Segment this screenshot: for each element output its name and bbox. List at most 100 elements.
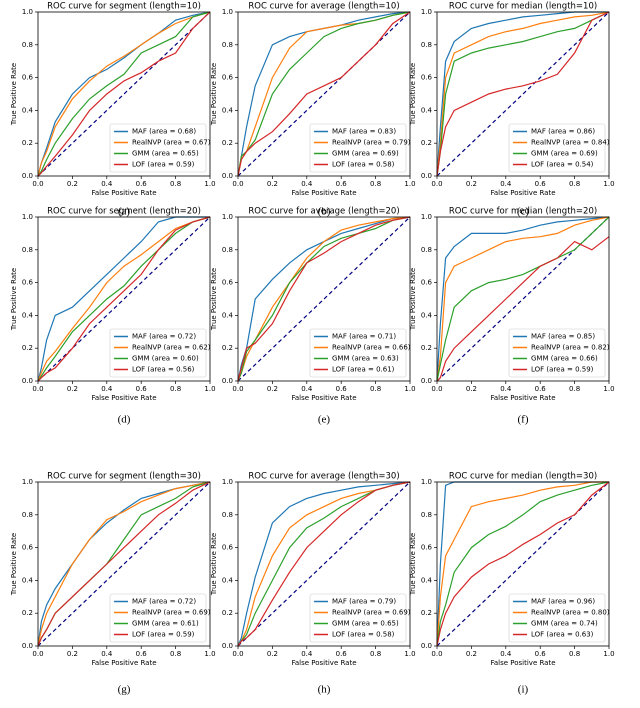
roc-curve <box>436 11 610 177</box>
plot-frame <box>37 481 211 647</box>
y-tick-label: 0.0 <box>421 642 432 650</box>
chart: ROC curve for average (length=30) 0.0 0.2 0… <box>210 472 416 696</box>
y-tick-label: 0.6 <box>222 74 234 82</box>
x-tick-label: 0.8 <box>569 650 580 658</box>
legend-box <box>508 123 606 173</box>
x-tick-label: 0.0 <box>431 180 442 188</box>
y-tick-label: 1.0 <box>222 213 233 221</box>
y-tick-label: 0.4 <box>222 311 234 319</box>
legend-box <box>109 123 207 173</box>
legend-label: RealNVP (area = 0.82) <box>531 344 610 352</box>
legend-label: MAF (area = 0.72) <box>132 598 196 606</box>
x-tick-label: 0.6 <box>136 385 148 393</box>
y-tick-label: 0.6 <box>22 279 34 287</box>
x-tick-label: 1.0 <box>204 650 215 658</box>
legend-label: LOF (area = 0.59) <box>132 631 195 639</box>
x-tick-label: 0.4 <box>101 180 113 188</box>
y-axis-label: True Positive Rate <box>10 63 18 126</box>
x-tick-label: 0.6 <box>336 385 348 393</box>
legend-label: RealNVP (area = 0.79) <box>332 139 411 147</box>
x-axis-label: False Positive Rate <box>291 659 356 667</box>
legend-label: LOF (area = 0.59) <box>132 161 195 169</box>
y-tick-label: 1.0 <box>22 478 33 486</box>
legend-box <box>109 593 207 643</box>
legend-label: GMM (area = 0.61) <box>132 620 199 628</box>
x-tick-label: 0.4 <box>301 180 313 188</box>
chart: ROC curve for segment (length=10) 0.0 0.2 0… <box>10 2 216 218</box>
legend-label: MAF (area = 0.83) <box>332 128 396 136</box>
y-tick-label: 0.4 <box>222 576 234 584</box>
legend-label: RealNVP (area = 0.62) <box>132 344 211 352</box>
y-tick-label: 0.0 <box>22 377 33 385</box>
roc-curve <box>237 481 411 647</box>
roc-curve <box>436 481 609 647</box>
chance-line <box>237 11 411 177</box>
x-axis-label: False Positive Rate <box>490 394 555 402</box>
roc-curve <box>37 11 211 177</box>
plot-frame <box>237 11 411 177</box>
chart-title: ROC curve for average (length=10) <box>248 2 399 12</box>
y-tick-label: 0.0 <box>222 642 233 650</box>
legend-box <box>309 328 407 378</box>
chance-line <box>37 481 211 647</box>
y-tick-label: 0.2 <box>222 609 233 617</box>
x-axis-label: False Positive Rate <box>91 189 156 197</box>
y-tick-label: 1.0 <box>222 478 233 486</box>
chart: ROC curve for average (length=20) 0.0 0.2 0… <box>210 207 416 426</box>
y-tick-label: 0.6 <box>222 544 234 552</box>
y-tick-label: 0.2 <box>222 344 233 352</box>
y-tick-label: 1.0 <box>421 478 432 486</box>
y-tick-label: 0.2 <box>22 609 33 617</box>
y-tick-label: 0.8 <box>22 246 33 254</box>
x-tick-label: 0.0 <box>32 180 43 188</box>
x-tick-label: 0.8 <box>370 385 381 393</box>
y-tick-label: 0.8 <box>421 246 432 254</box>
chart: ROC curve for segment (length=20) 0.0 0.2 0… <box>10 207 216 426</box>
x-tick-label: 0.0 <box>232 180 243 188</box>
y-tick-label: 1.0 <box>22 213 33 221</box>
roc-curve <box>436 481 610 647</box>
roc-curve <box>37 11 211 177</box>
chart-title: ROC curve for median (length=20) <box>449 207 597 217</box>
x-tick-label: 0.4 <box>500 180 512 188</box>
roc-curve <box>436 11 610 177</box>
roc-curve <box>237 216 411 382</box>
x-tick-label: 0.6 <box>336 180 348 188</box>
x-axis-label: False Positive Rate <box>490 659 555 667</box>
roc-curve <box>436 236 610 382</box>
chart: ROC curve for median (length=20) 0.0 0.2 0.… <box>409 207 615 426</box>
y-axis-label: True Positive Rate <box>210 268 218 331</box>
panel-label: (h) <box>318 684 331 696</box>
legend-label: GMM (area = 0.60) <box>132 355 199 363</box>
legend-box <box>508 593 606 643</box>
legend-label: MAF (area = 0.71) <box>332 333 396 341</box>
y-tick-label: 0.4 <box>22 576 34 584</box>
plot-frame <box>37 216 211 382</box>
y-tick-label: 0.0 <box>421 172 432 180</box>
x-tick-label: 0.0 <box>431 650 442 658</box>
x-tick-label: 0.6 <box>535 650 547 658</box>
x-tick-label: 0.2 <box>67 180 78 188</box>
legend-label: MAF (area = 0.79) <box>332 598 396 606</box>
x-tick-label: 0.6 <box>136 180 148 188</box>
x-tick-label: 0.4 <box>500 385 512 393</box>
legend-box <box>508 328 606 378</box>
y-tick-label: 0.0 <box>421 377 432 385</box>
legend-label: GMM (area = 0.69) <box>332 150 399 158</box>
x-tick-label: 0.8 <box>170 650 181 658</box>
y-tick-label: 0.4 <box>421 576 433 584</box>
legend-label: LOF (area = 0.54) <box>531 161 594 169</box>
x-tick-label: 0.8 <box>569 385 580 393</box>
legend-label: GMM (area = 0.65) <box>332 620 399 628</box>
legend-label: RealNVP (area = 0.69) <box>332 609 411 617</box>
y-tick-label: 0.6 <box>22 74 34 82</box>
panel-label: (c) <box>517 206 530 218</box>
legend-box <box>309 123 407 173</box>
x-tick-label: 0.2 <box>67 385 78 393</box>
y-tick-label: 0.6 <box>22 544 34 552</box>
x-tick-label: 0.8 <box>569 180 580 188</box>
y-axis-label: True Positive Rate <box>10 533 18 596</box>
plot-frame <box>237 481 411 647</box>
chance-line <box>37 11 211 177</box>
y-tick-label: 0.6 <box>421 279 433 287</box>
